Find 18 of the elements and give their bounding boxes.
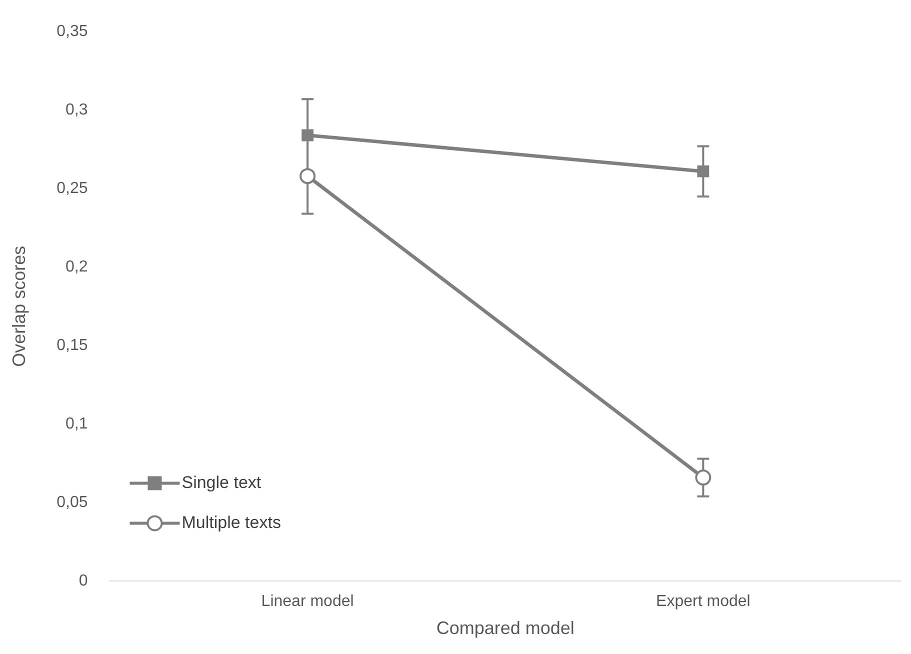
y-tick-label: 0 <box>78 572 88 590</box>
x-tick-label: Expert model <box>656 593 750 610</box>
legend-label: Single text <box>182 472 262 492</box>
y-axis-title: Overlap scores <box>8 246 29 367</box>
y-tick-label: 0,35 <box>56 23 88 40</box>
legend-label: Multiple texts <box>182 512 281 532</box>
point <box>697 165 710 178</box>
point <box>302 129 314 142</box>
point <box>300 168 316 184</box>
y-tick-label: 0,1 <box>65 416 88 433</box>
y-tick-label: 0,2 <box>65 258 88 276</box>
y-tick-label: 0,3 <box>65 102 88 119</box>
x-tick-label: Linear model <box>261 593 354 610</box>
y-tick-label: 0,25 <box>56 180 88 198</box>
y-tick-label: 0,15 <box>56 337 88 354</box>
x-axis-title: Compared model <box>436 618 574 638</box>
y-tick-label: 0,05 <box>56 494 88 512</box>
point <box>695 470 712 486</box>
